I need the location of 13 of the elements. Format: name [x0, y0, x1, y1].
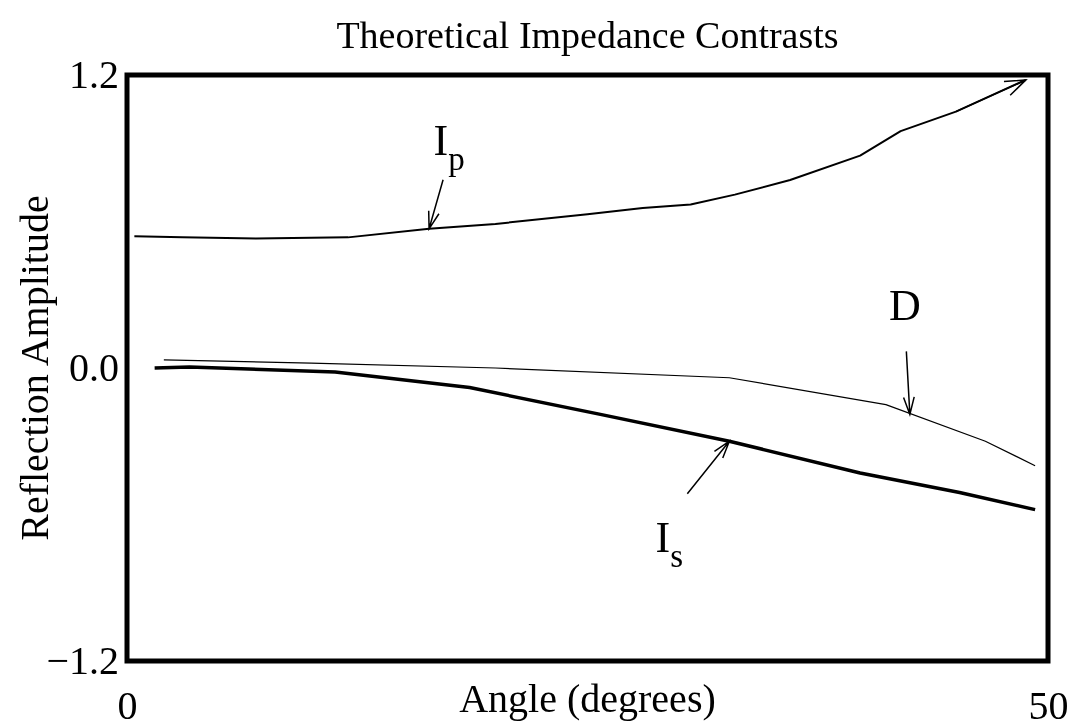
x-tick-label: 50: [1028, 683, 1069, 724]
y-tick-label: 1.2: [69, 52, 119, 98]
chart-title: Theoretical Impedance Contrasts: [336, 14, 839, 56]
y-tick-label: −1.2: [46, 638, 119, 684]
x-tick-label: 0: [117, 683, 138, 724]
line-series: [163, 359, 1036, 467]
x-axis-title: Angle (degrees): [459, 676, 716, 721]
annotation: D: [888, 281, 921, 331]
y-tick-label: 0.0: [69, 345, 119, 391]
annotation: I$_{p}$: [433, 115, 465, 177]
y-axis-title: Reflection Amplitude: [12, 195, 57, 541]
annotation: I$_{s}$: [655, 513, 684, 575]
line-series: [152, 365, 1037, 512]
